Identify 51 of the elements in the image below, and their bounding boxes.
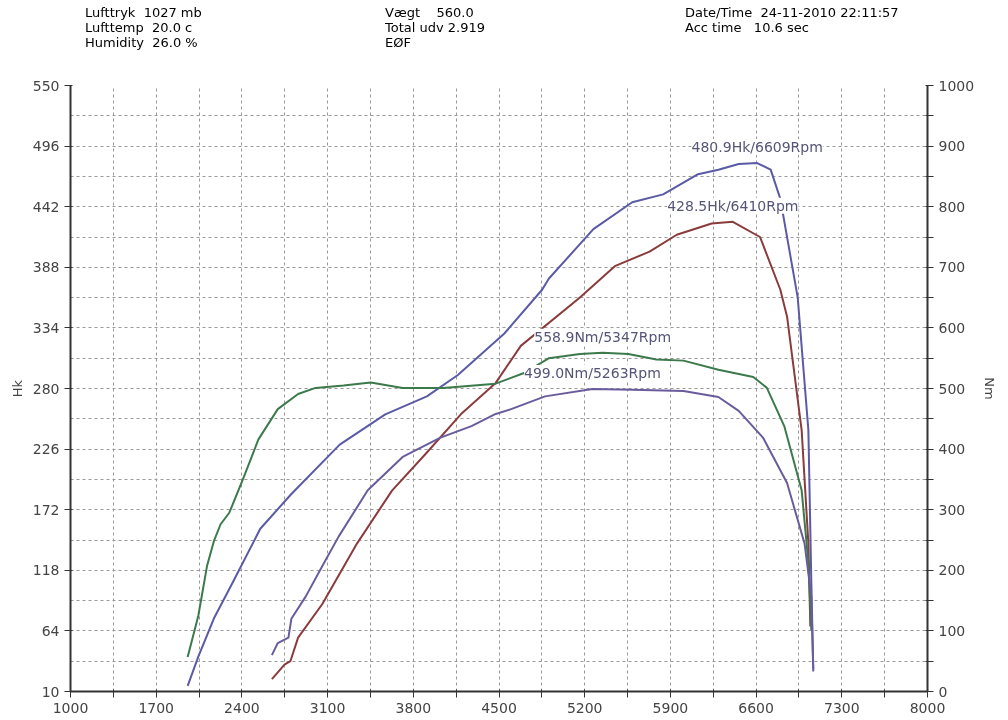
- x-tick-label: 5200: [566, 699, 603, 716]
- y2-tick-label: 200: [938, 562, 966, 579]
- y2-tick-label: 100: [938, 622, 966, 639]
- y-tick-label: 10: [41, 683, 60, 700]
- y-tick-label: 118: [32, 562, 60, 579]
- text: Lufttemp 20.0 c: [85, 20, 194, 35]
- text: Vægt 560.0: [385, 5, 475, 20]
- line-series: [186, 162, 815, 687]
- text: Acc time 10.6 sec: [685, 20, 810, 35]
- x-tick-label: 7300: [823, 699, 860, 716]
- x-tick-label: 4500: [481, 699, 517, 716]
- annotation: 499.0Nm/5263Rpm: [524, 365, 661, 382]
- y-tick-label: 496: [32, 138, 60, 155]
- text: Date/Time 24-11-2010 22:11:57: [685, 5, 900, 20]
- annotation: 558.9Nm/5347Rpm: [534, 328, 672, 345]
- y-tick-label: 334: [32, 319, 60, 336]
- text: Lufttryk 1027 mb: [85, 5, 203, 20]
- x-tick-label: 5900: [652, 699, 689, 716]
- text: EØF: [385, 35, 412, 50]
- y-tick-label: 280: [32, 380, 60, 397]
- annotation: 428.5Hk/6410Rpm: [667, 197, 799, 214]
- x-tick-label: 1700: [138, 699, 175, 716]
- annotation: 480.9Hk/6609Rpm: [691, 139, 823, 156]
- x-tick-label: 3800: [395, 699, 432, 716]
- line-series: [270, 388, 815, 673]
- text: Humidity 26.0 %: [85, 35, 199, 50]
- y-tick-label: 226: [32, 441, 60, 458]
- line-series: [270, 220, 812, 681]
- text: Total udv 2.919: [385, 20, 487, 35]
- x-tick-label: 3100: [309, 699, 346, 716]
- y2-tick-label: 1000: [938, 77, 975, 94]
- y2-axis-title: Nm: [982, 377, 998, 400]
- y2-tick-label: 600: [938, 319, 966, 336]
- y2-tick-label: 400: [938, 441, 966, 458]
- y-tick-label: 172: [32, 501, 60, 518]
- y2-tick-label: 300: [938, 501, 966, 518]
- x-tick-label: 8000: [909, 699, 946, 716]
- x-tick-label: 1000: [52, 699, 89, 716]
- y-axis-title: Hk: [9, 379, 25, 398]
- y-tick-label: 388: [32, 259, 60, 276]
- y2-tick-label: 500: [938, 380, 966, 397]
- y2-tick-label: 800: [938, 198, 966, 215]
- y-tick-label: 64: [41, 622, 60, 639]
- y2-tick-label: 700: [938, 259, 966, 276]
- x-tick-label: 6600: [738, 699, 774, 716]
- y2-tick-label: 0: [938, 683, 948, 700]
- y-tick-label: 550: [32, 77, 60, 94]
- y2-tick-label: 900: [938, 138, 966, 155]
- x-tick-label: 2400: [224, 699, 260, 716]
- line-series: [186, 351, 813, 658]
- y-tick-label: 442: [32, 198, 60, 215]
